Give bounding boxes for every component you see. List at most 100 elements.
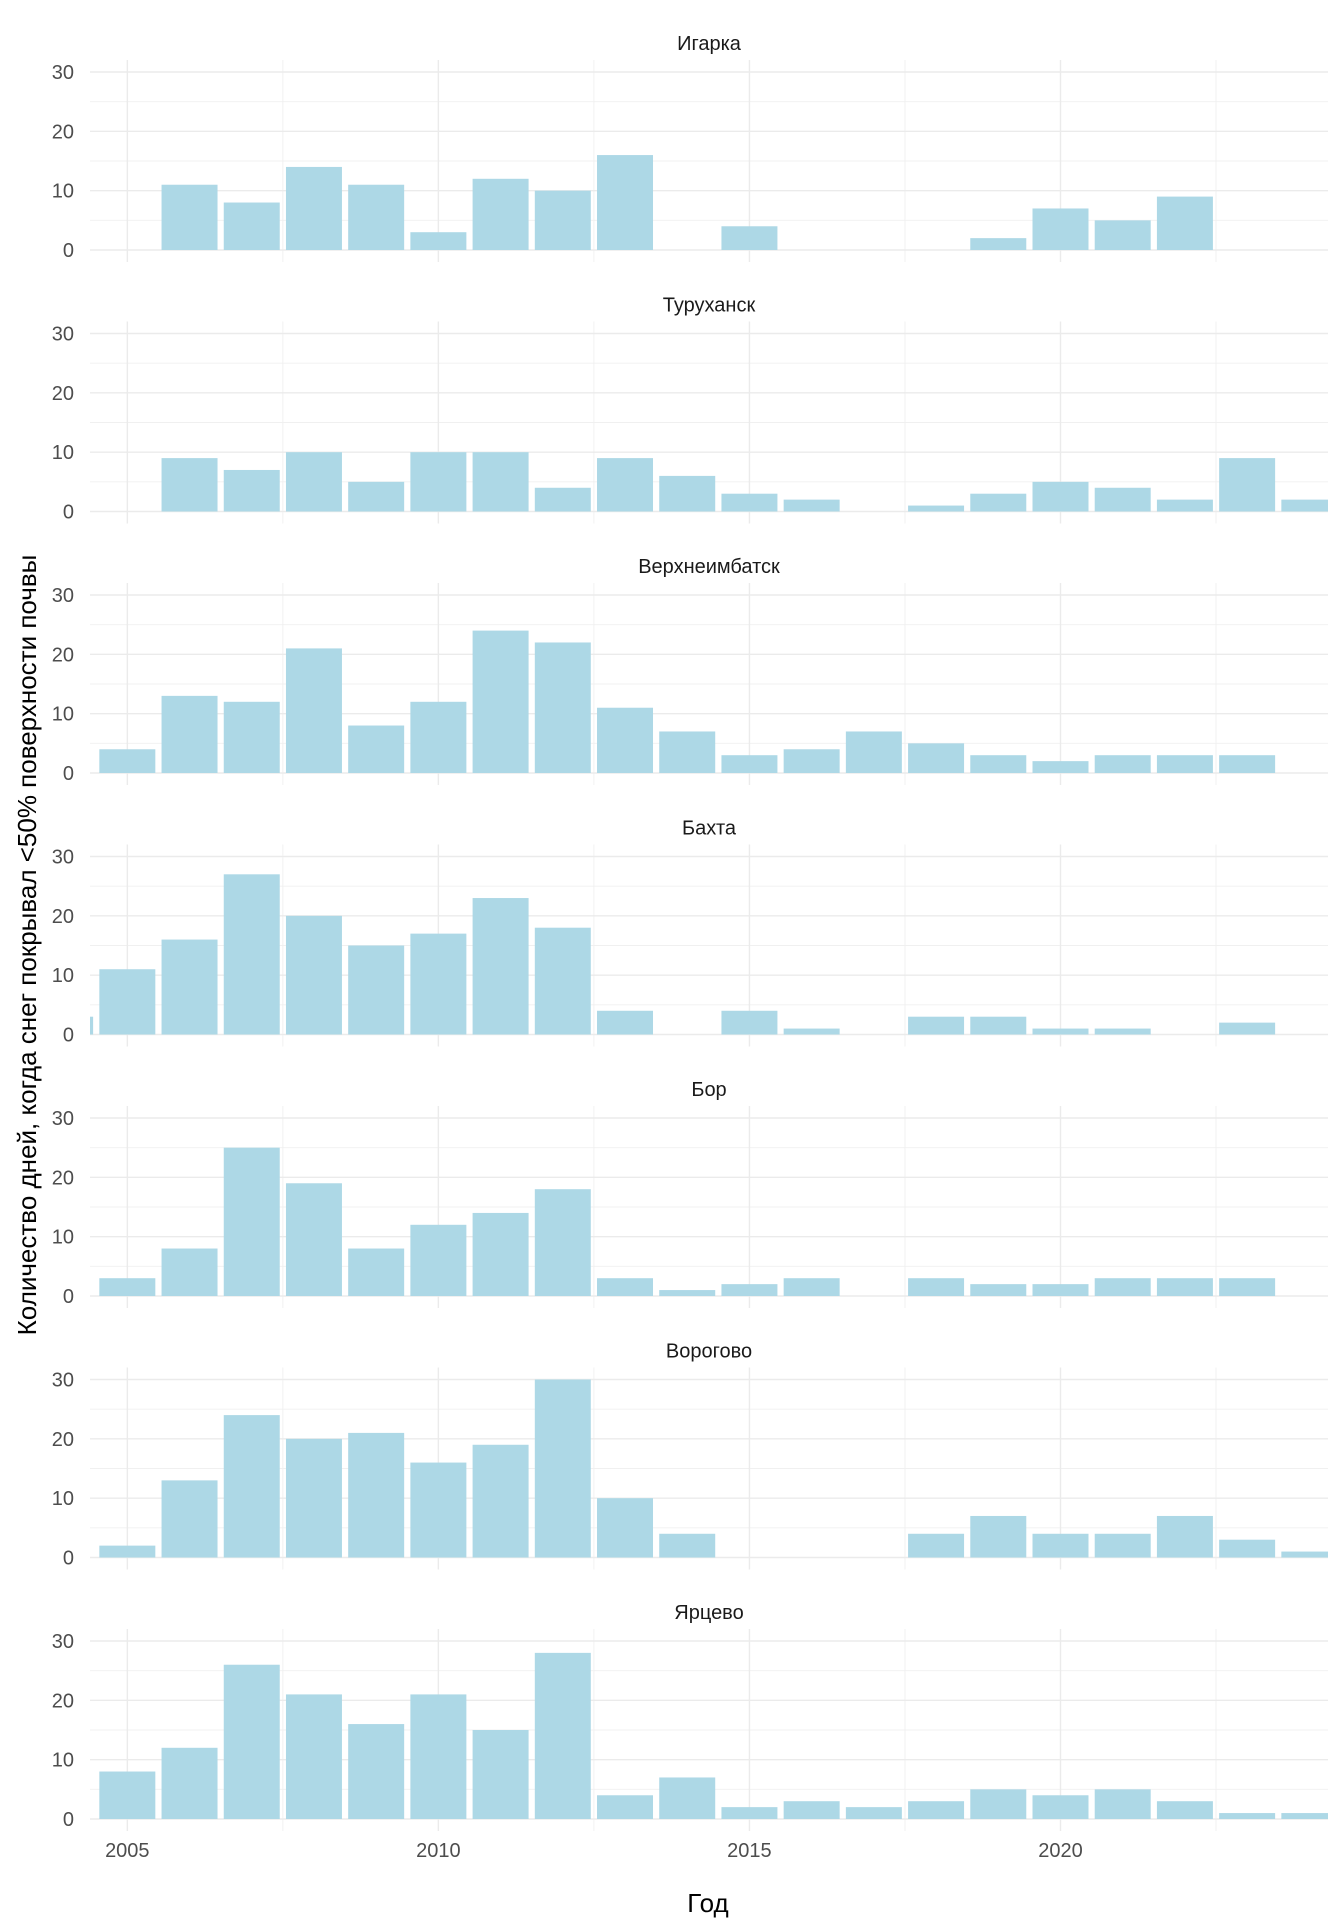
bar (223, 1147, 280, 1296)
bar (1094, 755, 1151, 773)
bar (161, 939, 218, 1035)
bar (659, 1290, 716, 1296)
x-tick-label: 2010 (416, 1840, 461, 1862)
bar (410, 452, 467, 512)
bar (908, 1278, 965, 1296)
bar (1219, 1539, 1276, 1558)
y-tick-label: 10 (52, 1488, 74, 1510)
y-tick-label: 10 (52, 442, 74, 464)
bar (1094, 487, 1151, 512)
bar (348, 945, 405, 1035)
facet-strip-label: Туруханск (663, 295, 756, 317)
bar (1032, 1028, 1089, 1035)
y-tick-label: 20 (52, 383, 74, 405)
bar (223, 1664, 280, 1819)
bar (908, 743, 965, 773)
facet-panels: Игарка0102030Туруханск0102030Верхнеимбат… (52, 33, 1328, 1831)
bar (597, 1498, 654, 1558)
bar (783, 1278, 840, 1296)
bar (348, 184, 405, 250)
bar (970, 1016, 1027, 1035)
y-tick-label: 10 (52, 704, 74, 726)
bar (285, 166, 342, 250)
bar (721, 1807, 778, 1819)
y-axis-title: Количество дней, когда снег покрывал <50… (12, 555, 42, 1336)
bar (1219, 755, 1276, 773)
bar (597, 707, 654, 773)
bar (1156, 499, 1213, 512)
bar (659, 1777, 716, 1819)
bar (721, 1010, 778, 1035)
bar (472, 1212, 529, 1296)
bar (99, 1771, 156, 1819)
bar (908, 1801, 965, 1819)
y-tick-label: 30 (52, 62, 74, 84)
y-tick-label: 0 (63, 1025, 74, 1047)
y-tick-label: 0 (63, 1548, 74, 1570)
bar (161, 695, 218, 773)
bar (534, 927, 591, 1035)
bar (223, 701, 280, 773)
y-tick-label: 0 (63, 240, 74, 262)
y-tick-label: 10 (52, 181, 74, 203)
y-tick-label: 0 (63, 763, 74, 785)
bar (534, 1379, 591, 1558)
bar (161, 458, 218, 512)
bar (534, 642, 591, 773)
bar (970, 1284, 1027, 1296)
y-tick-label: 0 (63, 502, 74, 524)
bar (783, 499, 840, 512)
bar (285, 1183, 342, 1296)
x-tick-label: 2015 (727, 1840, 772, 1862)
y-tick-label: 20 (52, 1690, 74, 1712)
facet-panel: Ворогово 0 10 20 30 (52, 1341, 1328, 1570)
y-tick-label: 10 (52, 1750, 74, 1772)
facet-panel: Туруханск 0 10 20 30 (52, 295, 1328, 524)
bar (970, 238, 1027, 250)
bar (1094, 1789, 1151, 1819)
bar (721, 1284, 778, 1296)
bar (970, 755, 1027, 773)
bar (783, 1028, 840, 1035)
bar (534, 190, 591, 250)
bar (1156, 1515, 1213, 1558)
bar (597, 1795, 654, 1819)
bar (410, 1694, 467, 1819)
bar (1156, 1278, 1213, 1296)
bar (410, 701, 467, 773)
bar (597, 155, 654, 250)
y-tick-label: 20 (52, 644, 74, 666)
bar (721, 493, 778, 512)
bar (285, 915, 342, 1035)
bar (534, 1189, 591, 1296)
y-tick-label: 30 (52, 324, 74, 346)
bar (1032, 208, 1089, 250)
y-tick-label: 20 (52, 1429, 74, 1451)
facet-panel: Игарка 0 10 20 30 (52, 33, 1328, 262)
bar (908, 1016, 965, 1035)
bar (659, 731, 716, 773)
bar (90, 1016, 94, 1035)
y-tick-label: 30 (52, 1631, 74, 1653)
bar (597, 1278, 654, 1296)
bar (908, 1533, 965, 1558)
bar (970, 493, 1027, 512)
bar (410, 1224, 467, 1296)
bar (99, 969, 156, 1035)
bar (472, 178, 529, 250)
bar (348, 1432, 405, 1558)
bar (472, 1444, 529, 1558)
bar (1281, 1551, 1328, 1558)
bar (845, 1807, 902, 1819)
x-axis-tick-labels: 2005 2010 2015 2020 (105, 1840, 1083, 1862)
bar (1032, 481, 1089, 512)
bar (1094, 1278, 1151, 1296)
y-tick-label: 20 (52, 121, 74, 143)
bar (1094, 1533, 1151, 1558)
bar (783, 1801, 840, 1819)
bar (1219, 1022, 1276, 1035)
bar (534, 1652, 591, 1819)
bar (223, 1415, 280, 1558)
bar (1156, 755, 1213, 773)
